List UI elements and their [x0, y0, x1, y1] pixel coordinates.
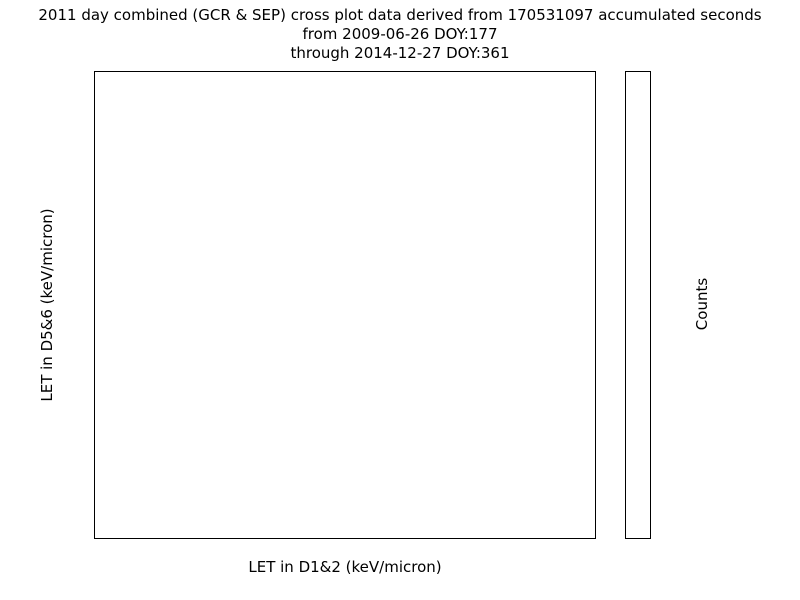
heatmap-canvas: [95, 72, 595, 538]
chart-title-line3: through 2014-12-27 DOY:361: [290, 44, 510, 62]
plot-frame: [94, 71, 596, 539]
chart-title-line1: 2011 day combined (GCR & SEP) cross plot…: [38, 6, 762, 24]
colorbar-frame: [625, 71, 651, 539]
chart-title-line2: from 2009-06-26 DOY:177: [302, 25, 498, 43]
colorbar-label: Counts: [693, 277, 711, 331]
colorbar-canvas: [626, 72, 650, 538]
chart-title: 2011 day combined (GCR & SEP) cross plot…: [0, 6, 800, 63]
y-axis-label: LET in D5&6 (keV/micron): [38, 208, 56, 402]
x-axis-label: LET in D1&2 (keV/micron): [248, 558, 442, 576]
